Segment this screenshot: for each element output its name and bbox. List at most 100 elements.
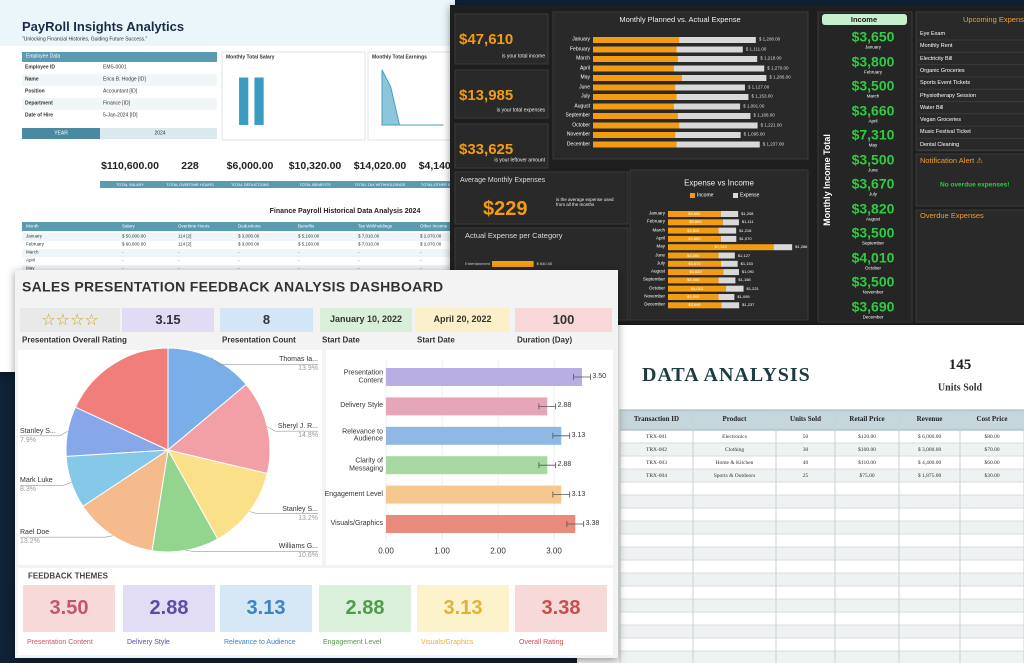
panel-title: Average Monthly Expenses [460, 177, 546, 185]
theme-card [220, 585, 312, 632]
income-value: $3,500 [851, 77, 895, 94]
kpi-label: is your leftover amount [494, 157, 545, 164]
field-value: 5-Jan-2024 [ID] [103, 112, 138, 119]
cell: $ 2,070.00 [420, 241, 442, 247]
metric-label: TOTAL OVERTIME HOURS [166, 182, 214, 187]
theme-value: 2.88 [149, 597, 189, 619]
kpi-card [20, 308, 120, 332]
cell: $ 60,600.00 [122, 241, 146, 247]
slice-label: Stanley S... [282, 505, 318, 513]
cell: $100.00 [858, 446, 876, 453]
income-heading: Income [850, 14, 878, 24]
income-value: $3,500 [851, 224, 895, 241]
cell: - [238, 249, 240, 255]
metric-value: $14,020.00 [353, 160, 407, 173]
panel [454, 69, 549, 119]
average-note: is the average expense used from all the… [556, 197, 614, 207]
cell: $ 5,160.00 [298, 233, 320, 239]
mini-bar [254, 77, 264, 125]
category-label: Presentation Content [343, 369, 383, 384]
column-header: Overtime Hours [178, 223, 210, 229]
cell: - [178, 265, 180, 271]
table-title: Finance Payroll Historical Data Analysis… [269, 208, 421, 216]
theme-label: Engagement Level [323, 639, 382, 647]
category-label: Relevance to Audience [342, 428, 383, 443]
month-label: June [655, 252, 665, 258]
value-label: $1,168 [738, 277, 751, 283]
month-label: May [656, 243, 665, 249]
actual-bar [593, 141, 677, 148]
income-value: $3,670 [851, 175, 895, 192]
cell: January [26, 233, 43, 239]
row-band [22, 249, 455, 257]
bar [386, 515, 576, 533]
actual-bar [593, 37, 680, 43]
cell: $ 3,000.00 [238, 233, 260, 239]
cell: February [26, 241, 45, 247]
expense-item: Monthly Rent [920, 43, 953, 50]
cell: $ 6,000.00 [917, 433, 942, 440]
cell: Home & Kitchen [715, 459, 754, 466]
chart-layer [454, 11, 1024, 323]
legend-swatch [690, 193, 695, 198]
row-band [22, 74, 217, 86]
column-header: Month [26, 223, 39, 229]
income-value: $3,660 [851, 101, 895, 118]
cell: - [178, 249, 180, 255]
units-label: Units Sold [937, 382, 983, 394]
dashboard-title: PayRoll Insights Analytics [22, 18, 185, 34]
mini-area [381, 69, 444, 126]
stacked-bar [668, 277, 719, 284]
column-header: Units Sold [790, 415, 821, 424]
cell: 30 [802, 446, 809, 453]
cell: $ 3,000.00 [238, 241, 260, 247]
panel-title: Upcoming Expenses [963, 14, 1024, 24]
leader-line [267, 426, 318, 432]
chart-layer [18, 308, 613, 655]
stacked-bar [722, 219, 739, 226]
kpi-label: is your total income [501, 53, 545, 60]
pie-slice [167, 449, 268, 540]
field-value: Accountant [ID] [103, 88, 138, 95]
column-header: Retail Price [849, 415, 885, 424]
month-label: April [579, 64, 590, 71]
x-tick-label: 3.00 [546, 546, 562, 556]
month-label: July [581, 93, 590, 100]
kpi-card [122, 308, 214, 332]
column-header: Revenue [916, 415, 943, 424]
cell: $110.00 [858, 459, 876, 466]
value-label: $3,660 [688, 235, 701, 241]
income-month: October [864, 265, 882, 271]
income-month: February [863, 69, 883, 75]
kpi-label: is your total expenses [496, 107, 545, 114]
sheet-row [619, 624, 1024, 639]
value-label: $1,221 [746, 285, 759, 291]
income-value: $3,800 [851, 52, 895, 69]
theme-label: Delivery Style [127, 639, 170, 647]
expense-item: Music Festival Ticket [920, 129, 971, 136]
month-label: December [566, 140, 590, 147]
value-label: $1,070 [739, 235, 752, 241]
sheet-row [619, 598, 1024, 613]
month-label: December [644, 301, 665, 307]
sheet-row [619, 507, 1024, 522]
income-value: $7,310 [851, 126, 895, 143]
column-header: Cost Price [976, 415, 1008, 424]
stacked-bar [668, 285, 726, 292]
theme-label: Presentation Content [27, 639, 93, 647]
kpi-label: Presentation Count [222, 335, 296, 345]
sheet-row [619, 585, 1024, 600]
stacked-bar [720, 211, 739, 217]
value-label: 2.88 [557, 461, 572, 469]
error-bar [552, 432, 571, 439]
error-bar [573, 374, 591, 380]
stacked-bar [668, 260, 722, 267]
value-label: $1,127 [737, 252, 751, 258]
rating-stars: ☆☆☆☆ [41, 310, 99, 330]
cell: 50 [802, 433, 809, 440]
dashboard-title: SALES PRESENTATION FEEDBACK ANALYSIS DAS… [22, 278, 444, 295]
metric-label: TOTAL BENEFITS [299, 182, 331, 187]
cell: 114 [2] [178, 233, 192, 239]
category-label: Entertainment [465, 260, 490, 266]
